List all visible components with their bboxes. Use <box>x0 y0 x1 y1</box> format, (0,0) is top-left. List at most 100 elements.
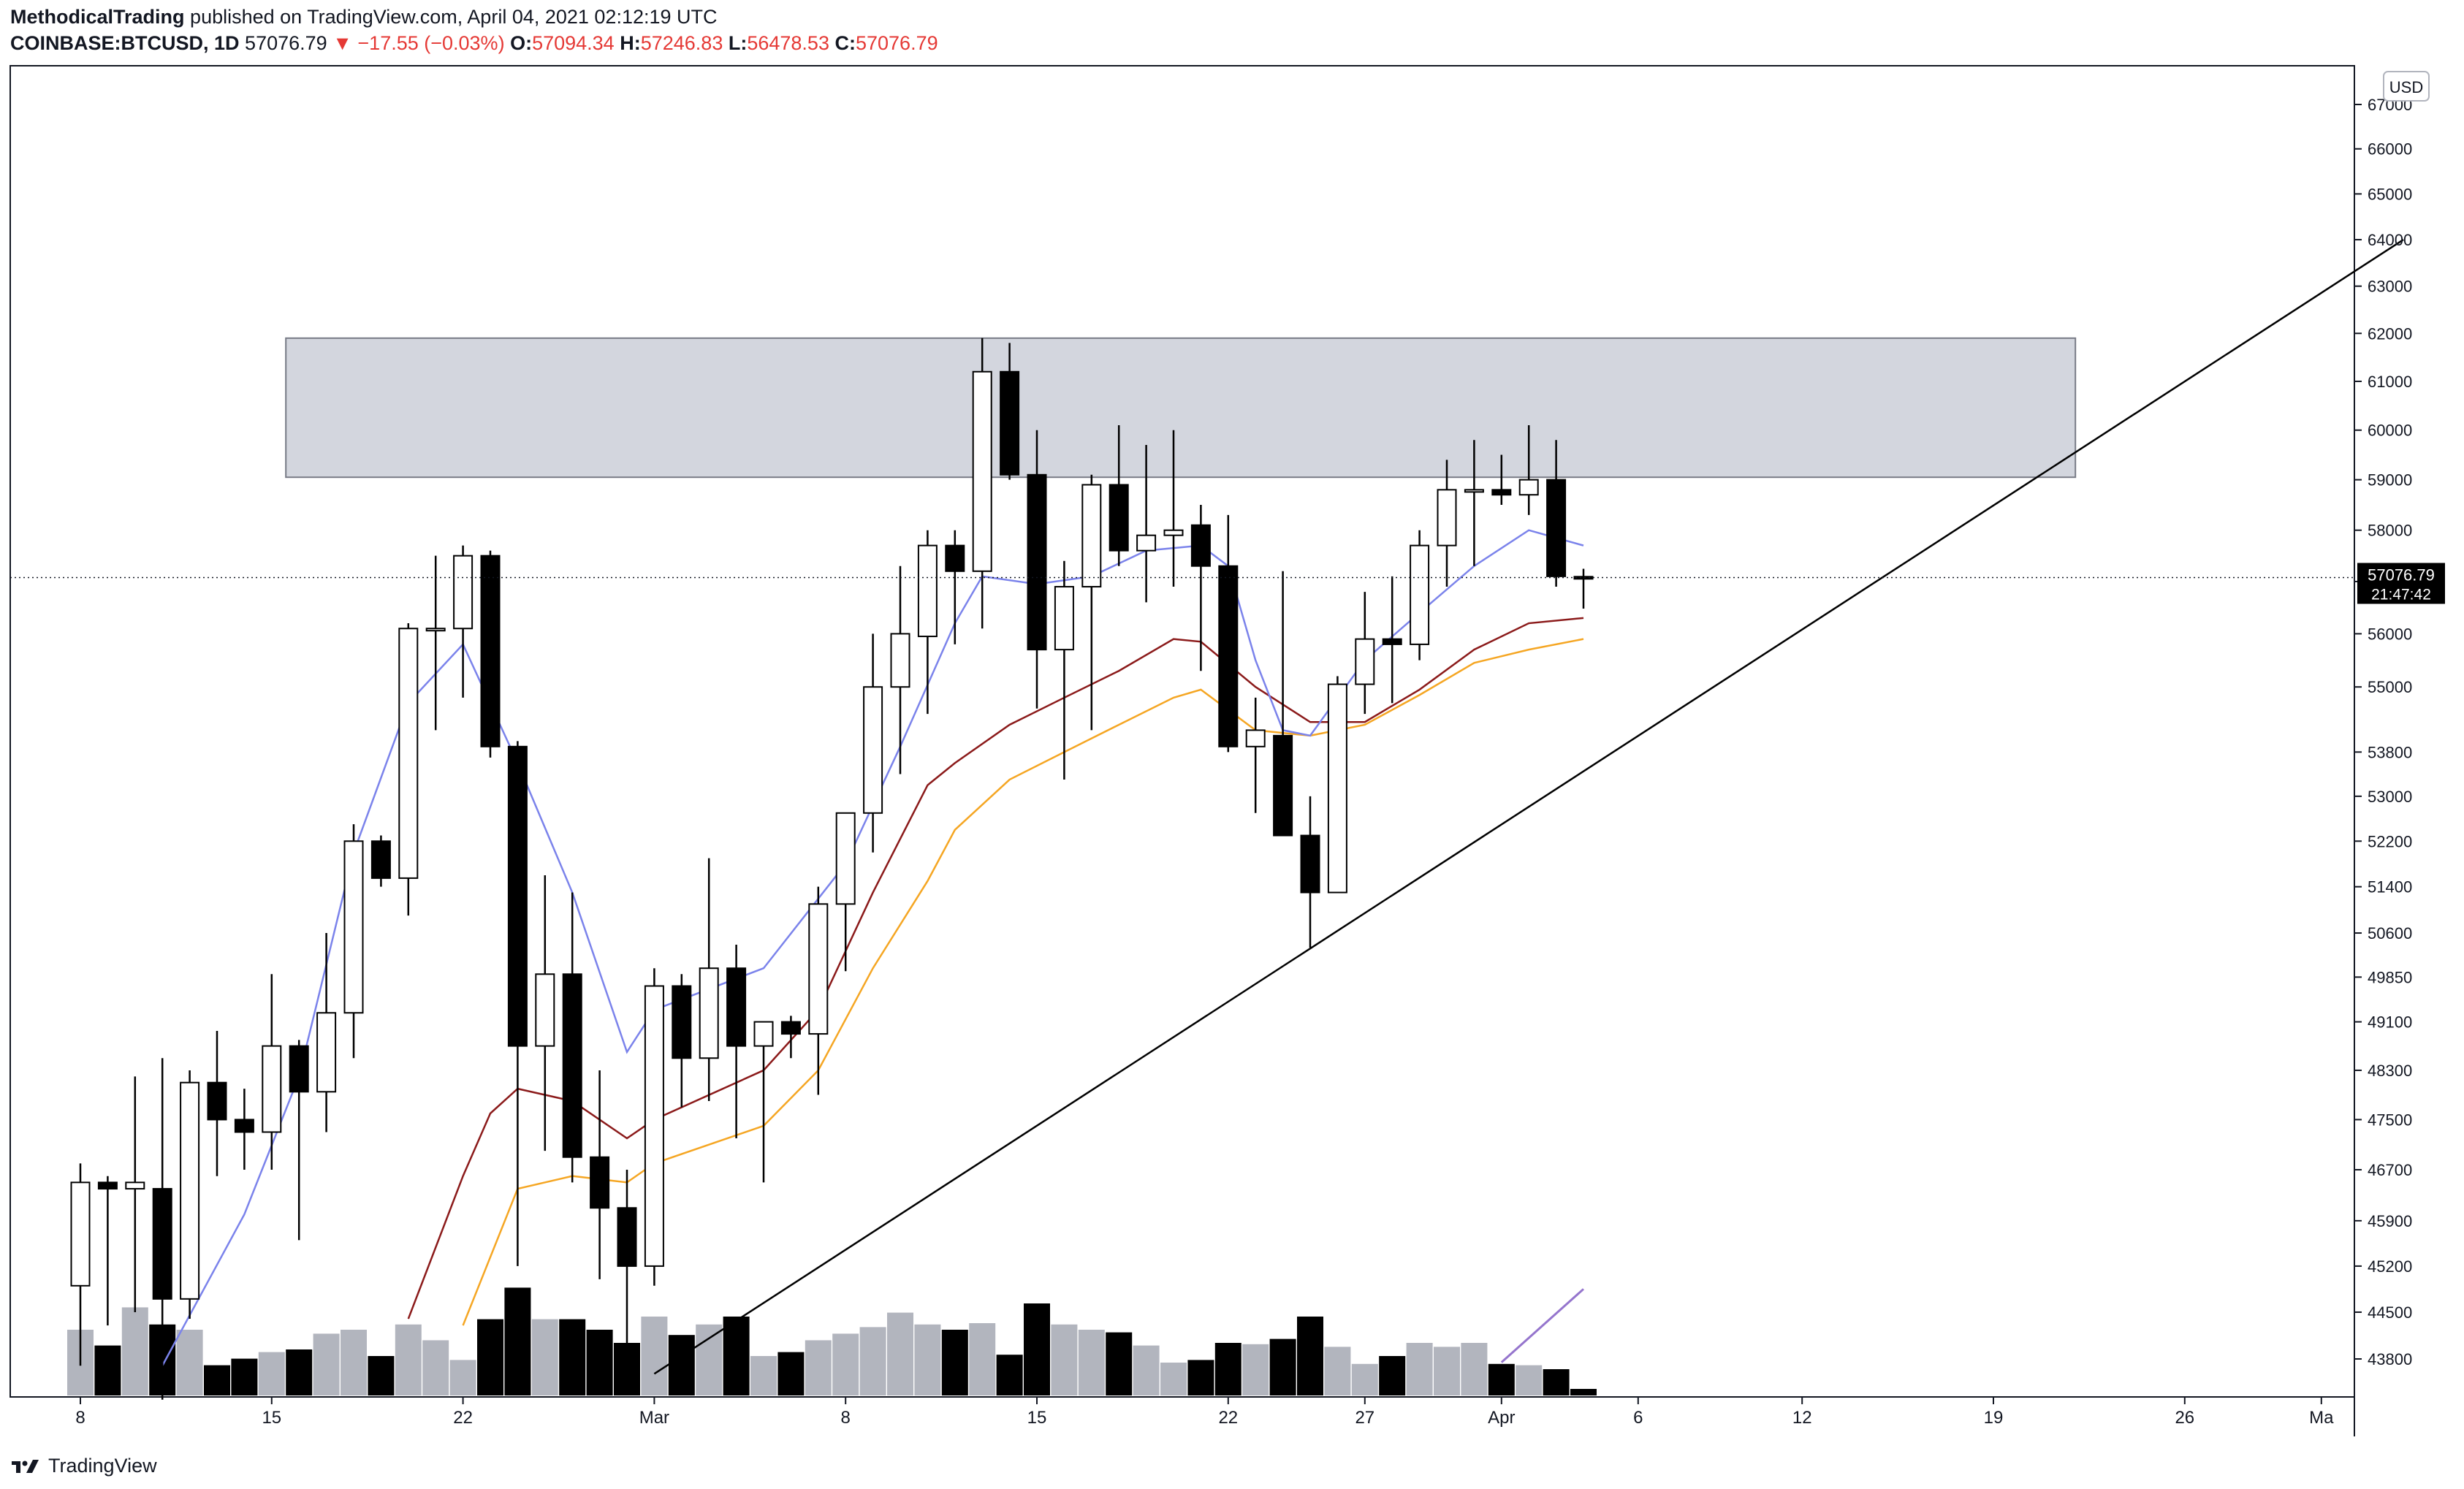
candle-body <box>125 1181 145 1190</box>
plot-border <box>9 65 2355 1398</box>
low-label: L: <box>728 32 748 54</box>
volume-bar <box>368 1356 395 1395</box>
volume-bar <box>668 1335 695 1395</box>
time-tick-label: 6 <box>1633 1408 1643 1428</box>
price-tick-label: 44500 <box>2368 1303 2412 1322</box>
price-tick-label: 62000 <box>2368 324 2412 343</box>
candle-body <box>1027 473 1047 651</box>
candle <box>343 824 364 1059</box>
candle <box>1054 560 1074 780</box>
candle-body <box>590 1156 610 1209</box>
candle <box>289 1040 309 1241</box>
candle <box>1218 514 1239 753</box>
currency-badge[interactable]: USD <box>2383 71 2430 102</box>
candle <box>1437 460 1457 587</box>
candle <box>890 565 910 774</box>
candle <box>70 1163 91 1366</box>
candle <box>617 1170 637 1359</box>
candle <box>590 1070 610 1279</box>
volume-bar <box>1297 1317 1323 1395</box>
price-tick-label: 50600 <box>2368 924 2412 942</box>
candle-body <box>207 1081 227 1121</box>
candle <box>152 1058 172 1400</box>
candle-body <box>1163 529 1184 536</box>
candle-body <box>808 903 829 1035</box>
time-tick-label: 15 <box>262 1408 281 1428</box>
price-tick-label: 43800 <box>2368 1350 2412 1368</box>
high-label: H: <box>620 32 641 54</box>
candle <box>1382 576 1402 704</box>
time-tick-label: 19 <box>1984 1408 2004 1428</box>
volume-bar <box>1078 1330 1105 1395</box>
candle <box>1081 474 1102 731</box>
volume-bar <box>504 1287 531 1395</box>
candle-body <box>535 973 555 1047</box>
candle <box>125 1076 145 1312</box>
price-tick-label: 56000 <box>2368 625 2412 643</box>
candle-body <box>289 1045 309 1093</box>
candle-body <box>699 967 719 1059</box>
volume-bar <box>1461 1343 1488 1395</box>
price-tick-label: 55000 <box>2368 678 2412 696</box>
candle-body <box>1546 479 1567 577</box>
candle <box>234 1089 254 1170</box>
candle <box>1273 571 1293 837</box>
tradingview-logo-icon <box>12 1460 39 1473</box>
candle-body <box>234 1119 254 1133</box>
candle-body <box>70 1181 91 1287</box>
open-label: O: <box>510 32 533 54</box>
time-tick-label: 8 <box>841 1408 851 1428</box>
volume-bar <box>641 1317 668 1395</box>
ascending-trendline <box>653 238 2404 1375</box>
volume-bar <box>231 1358 258 1395</box>
volume-bar <box>286 1349 313 1395</box>
candle <box>1300 796 1320 948</box>
candle <box>1573 568 1594 609</box>
footer-brand[interactable]: TradingView <box>10 1451 157 1480</box>
candle-body <box>1000 370 1020 476</box>
candle <box>699 858 719 1101</box>
price-tick-label: 63000 <box>2368 278 2412 296</box>
footer-brand-label: TradingView <box>48 1454 157 1477</box>
candle <box>480 550 501 758</box>
candle <box>1410 530 1430 660</box>
volume-bar <box>1106 1332 1133 1395</box>
volume-bar <box>1324 1347 1351 1395</box>
candle-body <box>398 628 419 879</box>
currency-label: USD <box>2389 78 2423 96</box>
volume-bar <box>1351 1363 1378 1395</box>
volume-bar <box>859 1327 886 1395</box>
price-tick-label: 66000 <box>2368 140 2412 159</box>
volume-bar <box>341 1330 367 1395</box>
volume-bar <box>586 1330 613 1395</box>
candle-body <box>453 555 474 630</box>
candle-body <box>1218 565 1239 747</box>
ohlc-line: COINBASE:BTCUSD, 1D 57076.79 ▼ −17.55 (−… <box>10 32 938 55</box>
volume-bar <box>258 1352 285 1395</box>
volume-bar <box>204 1365 230 1395</box>
candle <box>1464 440 1484 566</box>
publish-line: MethodicalTrading published on TradingVi… <box>10 6 718 28</box>
volume-bar <box>750 1356 777 1395</box>
candle <box>507 741 528 1266</box>
time-tick-label: Mar <box>639 1408 669 1428</box>
candle-body <box>1491 489 1512 496</box>
price-tick-label: 48300 <box>2368 1062 2412 1080</box>
candle <box>97 1176 118 1326</box>
volume-bar <box>1187 1360 1214 1395</box>
candle-body <box>917 544 938 638</box>
price-tick-label: 61000 <box>2368 373 2412 391</box>
volume-bar <box>914 1324 941 1395</box>
candle <box>1136 444 1157 603</box>
candle-body <box>1573 576 1594 580</box>
last-price-tag: 57076.79 21:47:42 <box>2357 563 2445 604</box>
volume-bar <box>1269 1338 1296 1395</box>
candle-body <box>672 985 692 1059</box>
volume-bar <box>531 1319 558 1395</box>
candle-body <box>507 745 528 1047</box>
candle <box>835 812 856 972</box>
candle-body <box>726 967 747 1047</box>
author-name[interactable]: MethodicalTrading <box>10 6 185 28</box>
volume-bar <box>395 1324 422 1395</box>
